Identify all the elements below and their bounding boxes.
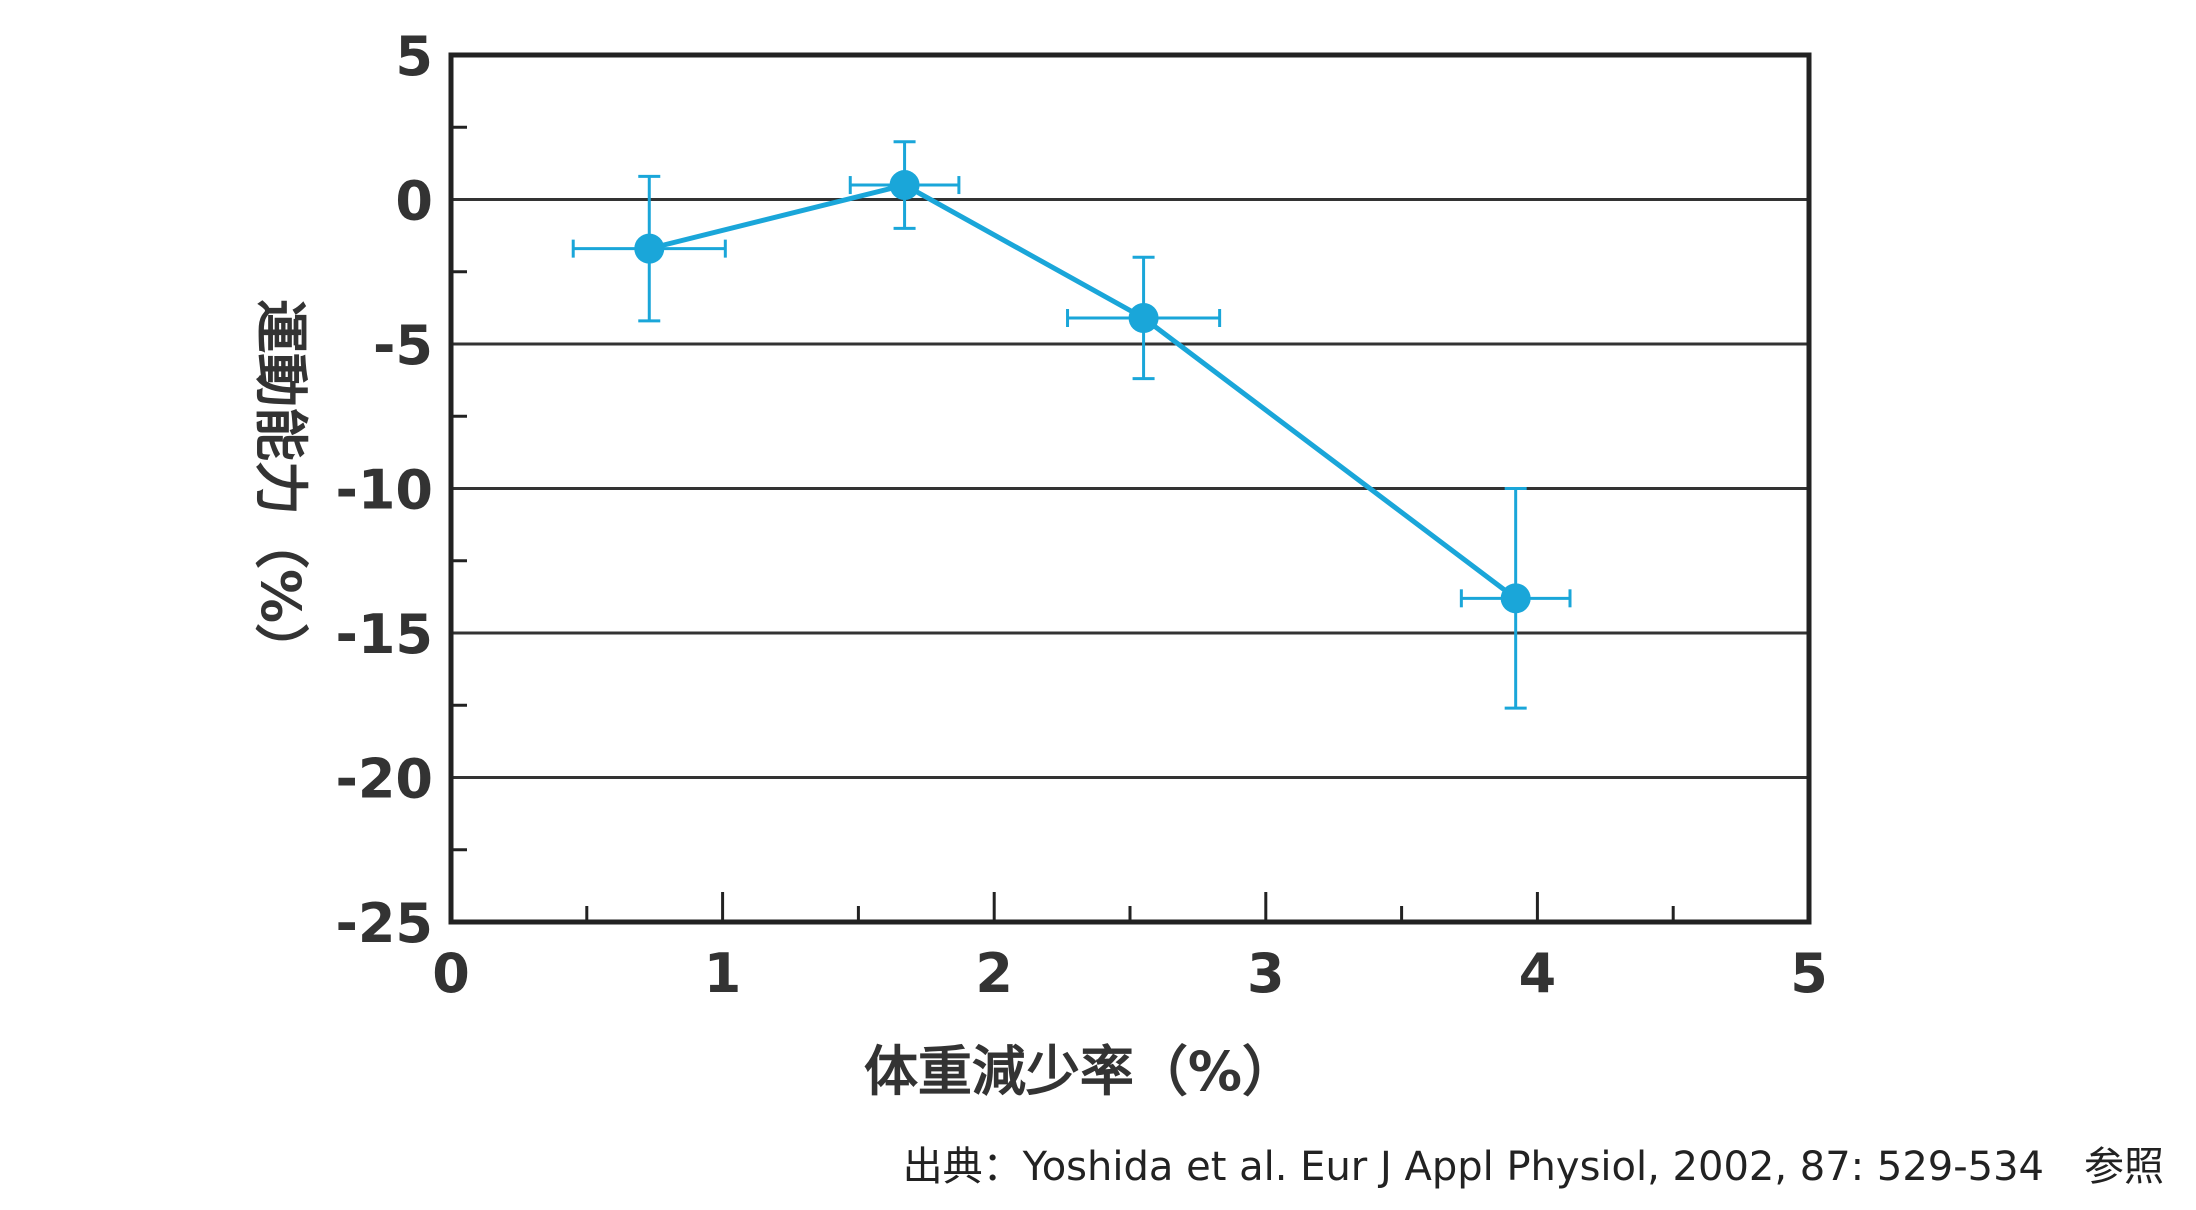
x-tick-label: 5 [1790,942,1828,1005]
x-tick-label: 2 [975,942,1013,1005]
plot-frame [448,52,1812,925]
x-axis-title: 体重減少率（%） [864,1040,1296,1103]
series-line [648,182,1518,601]
data-point [634,233,665,264]
y-tick-label: 5 [395,25,433,88]
x-tick-labels: 0 1 2 3 4 5 [432,942,1828,1005]
y-tick-label: -20 [335,748,433,811]
series [571,140,1572,710]
y-tick-labels: 5 0 -5 -10 -15 -20 -25 [335,25,433,955]
y-tick-label: -25 [335,892,433,955]
y-tick-label: -5 [373,314,433,377]
x-tick-label: 1 [704,942,742,1005]
y-tick-label: 0 [395,170,433,233]
source-citation: 出典：Yoshida et al. Eur J Appl Physiol, 20… [902,1144,2164,1190]
x-tick-label: 0 [432,942,470,1005]
y-tick-label: -10 [335,459,433,522]
data-point [889,170,920,201]
y-tick-label: -15 [335,603,433,666]
x-tick-label: 3 [1247,942,1285,1005]
data-point [1500,583,1531,614]
grid-lines [451,198,1809,779]
y-axis-title: 運動能力（%） [249,299,312,677]
x-tick-label: 4 [1519,942,1557,1005]
data-point [1128,302,1159,333]
minor-ticks [451,125,1675,922]
